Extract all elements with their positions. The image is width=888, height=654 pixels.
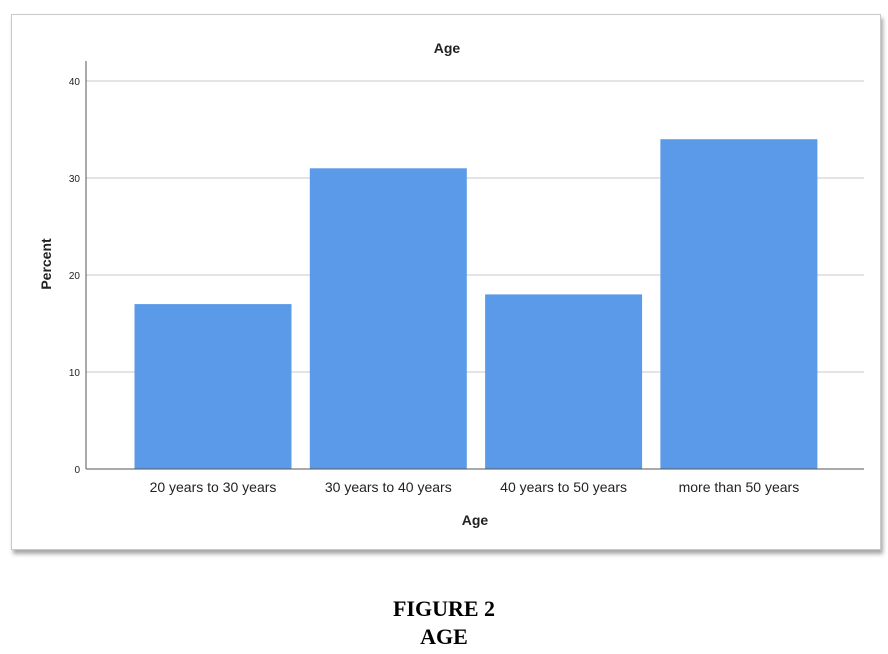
- y-tick-label: 0: [74, 465, 80, 476]
- y-tick-label: 20: [69, 271, 81, 282]
- chart-title: Age: [434, 40, 461, 56]
- y-axis-label: Percent: [38, 238, 54, 290]
- bar-chart: 0 10 20 30 40 20 years to 30 years 30 years t…: [38, 40, 864, 528]
- y-tick-label: 10: [69, 368, 81, 379]
- x-tick-label: 20 years to 30 years: [150, 479, 277, 495]
- x-tick-label: more than 50 years: [679, 479, 800, 495]
- y-tick-labels: 0 10 20 30 40: [69, 77, 81, 476]
- bar-3: [485, 294, 643, 469]
- x-axis-label: Age: [462, 512, 489, 528]
- bar-4: [660, 139, 818, 469]
- bar-2: [309, 168, 467, 470]
- figure-caption-title: AGE: [420, 624, 468, 649]
- x-tick-label: 40 years to 50 years: [500, 479, 627, 495]
- figure-caption-number: FIGURE 2: [392, 596, 496, 621]
- x-tick-labels: 20 years to 30 years 30 years to 40 years…: [150, 479, 800, 495]
- x-tick-label: 30 years to 40 years: [325, 479, 452, 495]
- bar-1: [134, 304, 292, 469]
- bars: [134, 139, 818, 470]
- y-tick-label: 40: [69, 77, 81, 88]
- y-tick-label: 30: [69, 174, 81, 185]
